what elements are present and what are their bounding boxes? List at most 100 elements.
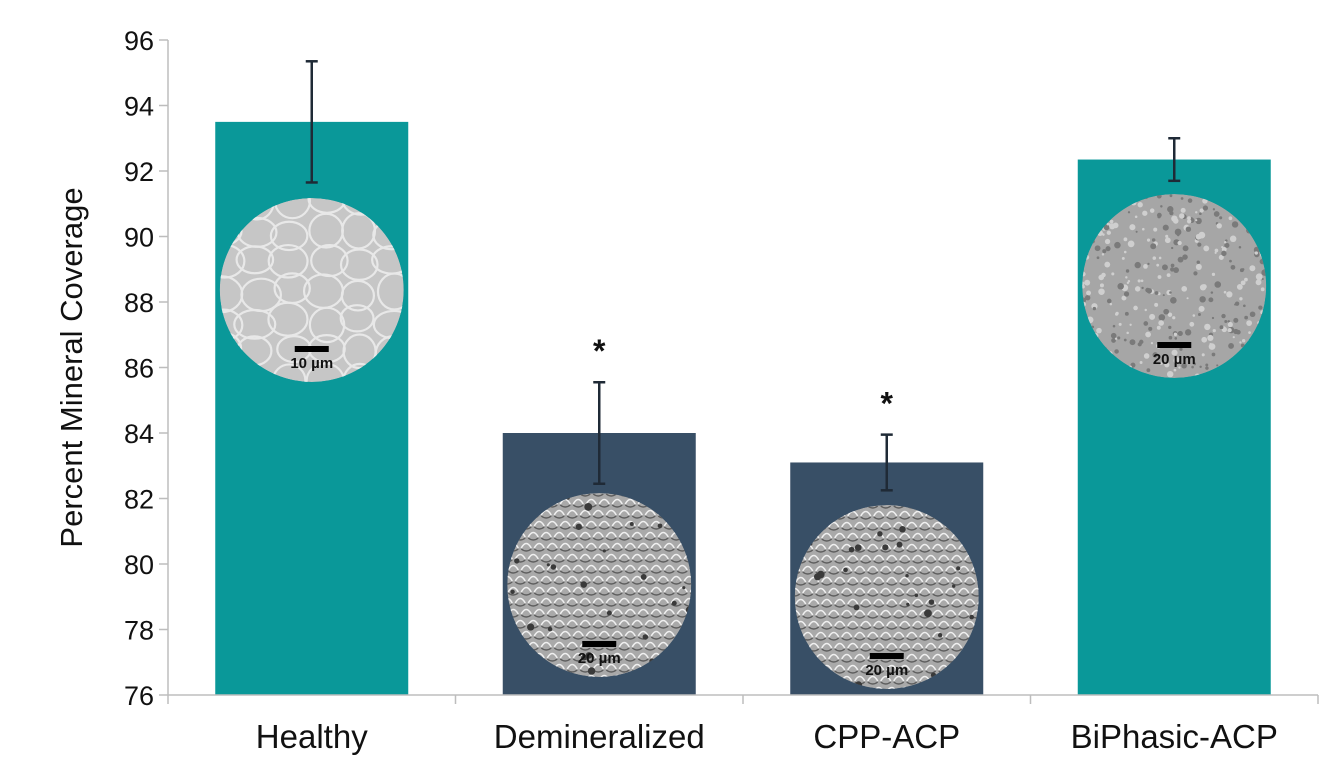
enamel-prism-shadow xyxy=(585,592,597,596)
enamel-prism-edge xyxy=(663,542,675,549)
mineral-speckle xyxy=(1201,353,1205,357)
enamel-prism-shadow xyxy=(919,659,931,663)
enamel-prism-edge xyxy=(631,619,643,626)
enamel-prism-edge xyxy=(585,586,597,593)
enamel-prism-shadow xyxy=(899,582,911,586)
surface-pit xyxy=(951,584,956,588)
enamel-prism-edge xyxy=(906,565,918,572)
enamel-prism-shadow xyxy=(566,515,578,519)
enamel-prism-shadow xyxy=(546,658,558,662)
enamel-prism-edge xyxy=(938,642,950,649)
mineral-speckle xyxy=(1229,259,1232,263)
enamel-prism-edge xyxy=(847,664,859,671)
enamel-prism-shadow xyxy=(802,571,814,575)
enamel-prism-shadow xyxy=(886,626,898,630)
enamel-prism-edge xyxy=(860,642,872,649)
enamel-prism-shadow xyxy=(592,493,604,497)
enamel-prism-edge xyxy=(938,620,950,627)
enamel-prism-shadow xyxy=(507,581,513,585)
enamel-prism-edge xyxy=(559,564,571,571)
enamel-prism-shadow xyxy=(572,548,584,552)
enamel-prism-edge xyxy=(546,586,558,593)
enamel-prism-edge xyxy=(834,576,846,583)
enamel-prism-edge xyxy=(618,663,630,670)
enamel-prism-shadow xyxy=(841,527,853,531)
enamel-prism-shadow xyxy=(618,581,630,585)
enamel-prism-shadow xyxy=(951,604,963,608)
enamel-prism-edge xyxy=(808,598,820,605)
mineral-speckle xyxy=(1185,226,1192,232)
enamel-prism-shadow xyxy=(834,626,846,630)
mineral-speckle xyxy=(1180,207,1186,213)
enamel-prism-edge xyxy=(657,575,669,582)
enamel-prism-shadow xyxy=(794,593,801,597)
surface-pit xyxy=(882,544,889,551)
surface-pit xyxy=(581,654,587,661)
enamel-prism-shadow xyxy=(592,625,604,629)
enamel-prism-edge xyxy=(945,543,957,550)
mineral-speckle xyxy=(1224,242,1230,248)
enamel-prism-edge xyxy=(618,509,630,516)
enamel-prism-edge xyxy=(899,532,911,539)
surface-pit xyxy=(848,546,855,553)
enamel-prism-edge xyxy=(834,598,846,605)
surface-pit xyxy=(914,593,919,598)
mineral-speckle xyxy=(1111,338,1116,343)
enamel-prism-shadow xyxy=(893,681,905,685)
enamel-prism-edge xyxy=(925,554,937,561)
enamel-prism-shadow xyxy=(585,548,597,552)
enamel-prism-shadow xyxy=(821,538,833,542)
enamel-prism-edge xyxy=(585,674,597,677)
enamel-prism-edge xyxy=(893,631,905,638)
mineral-speckle xyxy=(1260,287,1265,292)
enamel-prism-edge xyxy=(514,553,526,560)
enamel-prism-edge xyxy=(828,609,840,616)
mineral-speckle xyxy=(1096,256,1100,260)
enamel-prism-edge xyxy=(533,630,545,637)
mineral-speckle xyxy=(1218,254,1224,260)
enamel-prism-shadow xyxy=(899,626,911,630)
mineral-speckle xyxy=(1109,302,1113,306)
scale-bar xyxy=(582,641,617,647)
y-tick-label: 80 xyxy=(124,550,154,580)
mineral-speckle xyxy=(1142,227,1145,231)
enamel-prism-edge xyxy=(670,619,682,626)
mineral-speckle xyxy=(1172,316,1176,320)
mineral-speckle xyxy=(1123,291,1130,297)
enamel-prism-shadow xyxy=(579,603,591,607)
enamel-prism-shadow xyxy=(906,571,918,575)
enamel-prism-edge xyxy=(912,664,924,671)
enamel-prism-edge xyxy=(906,587,918,594)
scale-bar-label: 20 µm xyxy=(865,662,908,679)
mineral-speckle xyxy=(1149,313,1156,320)
enamel-prism-shadow xyxy=(644,515,656,519)
enamel-prism-edge xyxy=(598,652,610,659)
enamel-prism-shadow xyxy=(945,549,957,553)
enamel-prism-shadow xyxy=(802,593,814,597)
enamel-prism-edge xyxy=(605,663,617,670)
enamel-prism-shadow xyxy=(540,515,552,519)
enamel-prism-shadow xyxy=(670,603,682,607)
enamel-prism-edge xyxy=(637,608,649,615)
enamel-prism-edge xyxy=(841,653,853,660)
mineral-speckle xyxy=(1228,343,1234,349)
mineral-speckle xyxy=(1143,264,1148,269)
enamel-prism-edge xyxy=(611,586,623,593)
mineral-speckle xyxy=(1195,219,1198,222)
enamel-prism-edge xyxy=(886,642,898,649)
enamel-prism-edge xyxy=(860,664,872,671)
enamel-prism-edge xyxy=(880,521,892,528)
mineral-speckle xyxy=(1173,332,1178,337)
enamel-prism-shadow xyxy=(533,548,545,552)
mineral-speckle xyxy=(1137,279,1141,283)
mineral-speckle xyxy=(1162,224,1169,231)
enamel-prism-edge xyxy=(611,564,623,571)
mineral-speckle xyxy=(1195,217,1202,225)
enamel-prism-edge xyxy=(553,641,565,648)
surface-pit xyxy=(896,541,903,548)
mineral-speckle xyxy=(1165,234,1169,238)
mineral-speckle xyxy=(1236,284,1243,290)
enamel-prism-shadow xyxy=(964,604,976,608)
enamel-prism-shadow xyxy=(893,593,905,597)
enamel-prism-edge xyxy=(611,652,623,659)
